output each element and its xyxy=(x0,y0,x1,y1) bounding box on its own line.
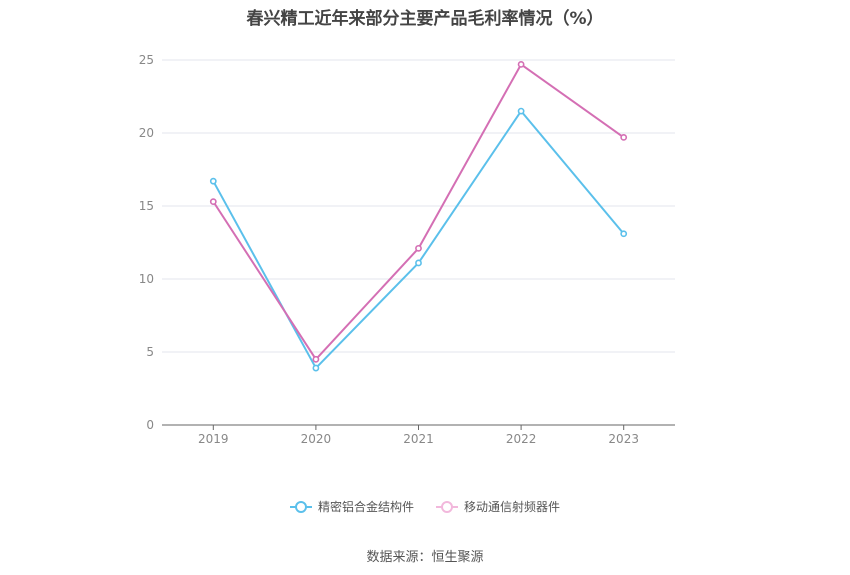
series-1-point-2022[interactable] xyxy=(517,60,525,68)
legend-label-series-0: 精密铝合金结构件 xyxy=(317,500,414,514)
series-0-point-2019[interactable] xyxy=(209,177,217,185)
data-source-note: 数据来源：恒生聚源 xyxy=(366,550,484,565)
x-tick-label: 2020 xyxy=(301,432,332,446)
legend-label-series-1: 移动通信射频器件 xyxy=(464,500,561,514)
grid-lines xyxy=(162,59,675,353)
legend-item-series-0[interactable]: 精密铝合金结构件 xyxy=(289,498,414,515)
series-1-point-2021[interactable] xyxy=(415,244,422,252)
legend-swatch-series-0 xyxy=(289,500,312,513)
x-tick-label: 2023 xyxy=(608,432,639,446)
y-tick-label: 20 xyxy=(139,126,154,140)
x-tick-label: 2021 xyxy=(403,432,434,446)
series-line-1 xyxy=(212,63,625,361)
series-0-point-2022[interactable] xyxy=(517,107,525,115)
series-1-point-2023[interactable] xyxy=(620,133,628,141)
y-tick-label: 25 xyxy=(139,53,154,67)
series-line-0 xyxy=(212,110,625,370)
y-tick-label: 10 xyxy=(139,272,154,286)
series-0-point-2023[interactable] xyxy=(620,230,628,238)
x-tick-label: 2022 xyxy=(506,432,537,446)
legend-swatch-series-1 xyxy=(436,500,458,513)
series-0-point-2021[interactable] xyxy=(415,259,422,267)
axes: 0 5 10 15 20 25 2019 2020 2021 2022 2023 xyxy=(139,53,675,446)
y-tick-label: 0 xyxy=(146,418,154,432)
chart-title: 春兴精工近年来部分主要产品毛利率情况（%） xyxy=(246,9,604,29)
series-layer xyxy=(209,60,628,372)
series-1-point-2020[interactable] xyxy=(312,355,320,363)
legend-item-series-1[interactable]: 移动通信射频器件 xyxy=(436,498,560,515)
series-0-point-2020[interactable] xyxy=(312,364,320,372)
x-tick-label: 2019 xyxy=(198,432,229,446)
series-1-point-2019[interactable] xyxy=(209,198,217,206)
y-tick-label: 5 xyxy=(146,345,154,359)
y-tick-label: 15 xyxy=(139,199,154,213)
legend: 精密铝合金结构件 移动通信射频器件 xyxy=(0,498,850,515)
